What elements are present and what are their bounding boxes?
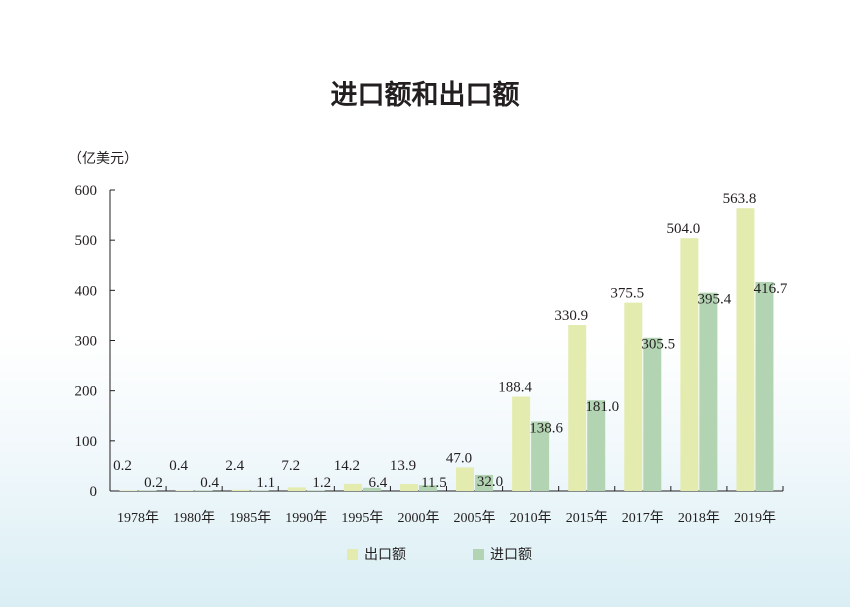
x-tick-label: 2017年 <box>622 510 664 526</box>
bar-import <box>250 490 269 491</box>
legend-label-import: 进口额 <box>490 547 532 563</box>
legend-swatch-import <box>473 549 484 560</box>
bar-export <box>175 490 194 491</box>
bar-import <box>306 490 325 491</box>
value-label-import: 11.5 <box>421 475 447 491</box>
y-tick-label: 600 <box>75 183 98 199</box>
value-label-import: 138.6 <box>529 420 563 436</box>
bar-export <box>399 484 418 491</box>
y-tick-label: 100 <box>75 434 98 450</box>
bars <box>119 208 774 491</box>
x-tick-label: 2018年 <box>678 510 720 526</box>
x-tick-label: 1990年 <box>285 510 327 526</box>
legend-label-export: 出口额 <box>364 547 406 563</box>
bar-import <box>194 490 213 491</box>
value-label-import: 1.1 <box>256 475 275 491</box>
y-tick-label: 200 <box>75 384 98 400</box>
x-tick-label: 2000年 <box>397 510 439 526</box>
bar-import <box>475 474 494 491</box>
y-tick-label: 400 <box>75 283 98 299</box>
value-label-import: 32.0 <box>477 474 503 490</box>
bar-export <box>343 483 362 491</box>
x-tick-label: 2015年 <box>566 510 608 526</box>
x-tick-label: 1985年 <box>229 510 271 526</box>
value-label-export: 2.4 <box>225 458 244 474</box>
value-label-export: 7.2 <box>281 458 300 474</box>
value-label-import: 305.5 <box>641 337 675 353</box>
bar-import <box>138 490 157 491</box>
bar-export <box>512 396 531 491</box>
bar-export <box>568 324 587 491</box>
y-tick-label: 0 <box>90 484 98 500</box>
bar-import <box>531 421 550 491</box>
x-tick-label: 1995年 <box>341 510 383 526</box>
bar-import <box>362 487 381 491</box>
value-label-import: 1.2 <box>312 475 331 491</box>
bar-import <box>418 485 437 491</box>
x-tick-label: 1978年 <box>117 510 159 526</box>
legend-swatch-export <box>347 549 358 560</box>
value-label-export: 188.4 <box>498 379 532 395</box>
value-label-export: 563.8 <box>723 191 757 207</box>
bar-export <box>736 208 755 491</box>
bar-export <box>287 487 306 491</box>
bar-import <box>755 281 774 491</box>
bar-export <box>456 467 475 491</box>
value-label-import: 0.4 <box>200 475 219 491</box>
value-label-export: 47.0 <box>446 450 472 466</box>
value-label-export: 330.9 <box>554 308 588 324</box>
value-label-import: 395.4 <box>698 292 732 308</box>
x-tick-label: 2005年 <box>454 510 496 526</box>
value-label-export: 504.0 <box>667 221 701 237</box>
y-tick-label: 300 <box>75 334 98 350</box>
chart-title: 进口额和出口额 <box>331 80 520 111</box>
bar-import <box>643 337 662 491</box>
value-label-import: 0.2 <box>144 475 163 491</box>
x-tick-label: 2019年 <box>734 510 776 526</box>
y-axis-unit-label: （亿美元） <box>68 151 138 167</box>
x-tick-label: 1980年 <box>173 510 215 526</box>
x-tick-label: 2010年 <box>510 510 552 526</box>
value-label-export: 13.9 <box>390 458 416 474</box>
bar-import <box>699 292 718 491</box>
bar-export <box>231 489 250 491</box>
value-label-export: 0.4 <box>169 458 188 474</box>
bar-import <box>587 400 606 491</box>
bar-export <box>119 490 138 491</box>
value-label-export: 14.2 <box>334 458 360 474</box>
value-label-export: 375.5 <box>610 286 644 302</box>
axes: 0 100 200 300 400 500 600 1978年 1980年 1985年 1990年 1… <box>75 183 784 526</box>
bar-export <box>624 302 643 491</box>
value-label-export: 0.2 <box>113 458 132 474</box>
bar-export <box>680 238 699 491</box>
legend: 出口额 进口额 <box>347 547 532 563</box>
y-tick-label: 500 <box>75 233 98 249</box>
value-label-import: 416.7 <box>754 281 788 297</box>
value-labels: 0.2 0.2 0.4 0.4 2.4 1.1 7.2 1.214.2 6.413.9 11.5 4… <box>113 191 788 491</box>
value-label-import: 6.4 <box>369 475 388 491</box>
value-label-import: 181.0 <box>585 399 619 415</box>
